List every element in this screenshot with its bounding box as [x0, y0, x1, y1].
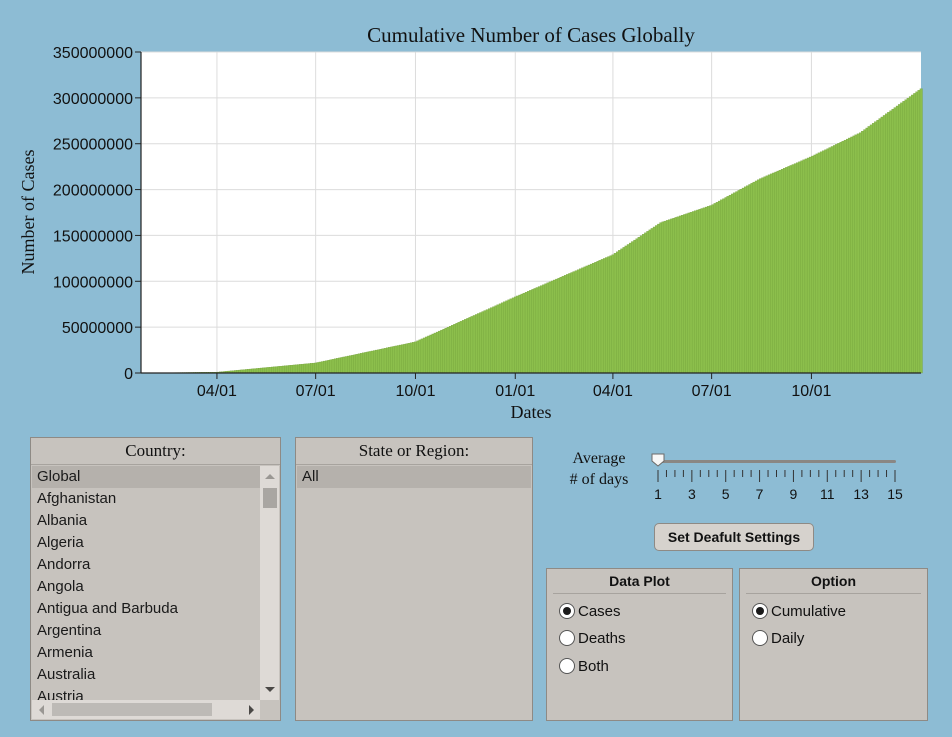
country-list-item[interactable]: Global [32, 466, 260, 488]
y-tick-labels: 0 50000000 100000000 150000000 200000000 2500… [53, 45, 141, 383]
slider-tick-label: 9 [789, 486, 798, 502]
y-tick-label: 200000000 [53, 183, 133, 200]
country-list-item[interactable]: Australia [37, 666, 96, 683]
x-tick-label: 01/01 [495, 383, 535, 400]
radio-cases-label: Cases [578, 603, 621, 620]
cumulative-cases-chart: Cumulative Number of Cases Globally 0 500… [18, 23, 923, 422]
option-title: Option [746, 569, 921, 594]
state-list-item[interactable]: All [297, 466, 531, 488]
radio-both-circle[interactable] [559, 657, 575, 674]
radio-cumulative[interactable]: Cumulative [752, 602, 846, 622]
chart-title: Cumulative Number of Cases Globally [367, 23, 695, 47]
radio-both-label: Both [578, 658, 609, 675]
scroll-thumb-horizontal[interactable] [52, 703, 212, 716]
radio-deaths-label: Deaths [578, 630, 626, 647]
country-list-item[interactable]: Andorra [37, 556, 91, 573]
y-tick-label: 100000000 [53, 274, 133, 291]
option-group: Option Cumulative Daily [739, 568, 928, 721]
data-bar [919, 88, 923, 374]
country-vertical-scrollbar[interactable] [260, 466, 279, 700]
state-listbox[interactable]: All [297, 466, 531, 719]
y-axis-label: Number of Cases [18, 150, 38, 275]
slider-tick-label: 7 [755, 486, 764, 502]
radio-daily-label: Daily [771, 630, 805, 647]
average-label-line2: # of days [569, 471, 629, 488]
scroll-down-arrow-icon[interactable] [265, 687, 275, 692]
data-plot-title: Data Plot [553, 569, 726, 594]
country-list-item[interactable]: Argentina [37, 622, 102, 639]
average-slider-thumb[interactable] [651, 453, 665, 467]
x-tick-label: 10/01 [791, 383, 831, 400]
scroll-thumb[interactable] [263, 488, 277, 508]
radio-deaths[interactable]: Deaths [559, 629, 626, 649]
set-default-settings-button[interactable]: Set Deafult Settings [654, 523, 814, 551]
state-panel: State or Region: All [295, 437, 533, 721]
scroll-right-arrow-icon[interactable] [249, 705, 254, 715]
state-title: State or Region: [296, 438, 532, 465]
x-tick-label: 10/01 [395, 383, 435, 400]
radio-cumulative-circle[interactable] [752, 602, 768, 619]
slider-tick-label: 3 [687, 486, 696, 502]
data-bars [140, 88, 923, 374]
slider-tick-label: 11 [820, 486, 835, 502]
y-tick-label: 0 [124, 366, 133, 383]
x-tick-label: 07/01 [692, 383, 732, 400]
country-list-item[interactable]: Austria [37, 688, 84, 700]
country-list-item[interactable]: Angola [37, 578, 84, 595]
country-list-item[interactable]: Algeria [37, 534, 84, 551]
x-axis-label: Dates [511, 402, 552, 422]
y-tick-label: 50000000 [62, 320, 133, 337]
data-plot-group: Data Plot Cases Deaths Both [546, 568, 733, 721]
average-days-label: Average # of days [556, 448, 642, 490]
radio-cases-circle[interactable] [559, 602, 575, 619]
slider-tick-label: 1 [654, 486, 662, 502]
x-tick-labels: 04/01 07/01 10/01 01/01 04/01 07/01 10/01 [197, 373, 832, 400]
radio-deaths-circle[interactable] [559, 629, 575, 646]
y-tick-label: 250000000 [53, 137, 133, 154]
x-tick-label: 07/01 [296, 383, 336, 400]
slider-tick-label: 5 [721, 486, 730, 502]
scroll-left-arrow-icon[interactable] [39, 705, 44, 715]
y-tick-label: 300000000 [53, 91, 133, 108]
scroll-corner [260, 700, 279, 719]
y-tick-label: 150000000 [53, 228, 133, 245]
country-list-item[interactable]: Afghanistan [37, 490, 117, 507]
scroll-up-arrow-icon[interactable] [265, 474, 275, 479]
country-list-item[interactable]: Armenia [37, 644, 93, 661]
radio-daily[interactable]: Daily [752, 629, 804, 649]
y-tick-label: 350000000 [53, 45, 133, 62]
slider-tick-label: 15 [887, 486, 903, 502]
radio-daily-circle[interactable] [752, 629, 768, 646]
country-title: Country: [31, 438, 280, 465]
country-panel: Country: Global Afghanistan Albania Algeria… [30, 437, 281, 721]
country-list-item[interactable]: Antigua and Barbuda [37, 600, 178, 617]
x-tick-label: 04/01 [197, 383, 237, 400]
slider-tick-label: 13 [853, 486, 869, 502]
radio-cumulative-label: Cumulative [771, 603, 847, 620]
average-slider-track[interactable] [658, 460, 896, 463]
x-tick-label: 04/01 [593, 383, 633, 400]
country-horizontal-scrollbar[interactable] [32, 700, 260, 719]
radio-cases[interactable]: Cases [559, 602, 621, 622]
slider-ticks [657, 470, 896, 482]
average-label-line1: Average [572, 450, 626, 467]
country-listbox[interactable]: Global Afghanistan Albania Algeria Andorra An… [32, 466, 260, 700]
radio-both[interactable]: Both [559, 657, 609, 677]
country-list-item[interactable]: Albania [37, 512, 88, 529]
